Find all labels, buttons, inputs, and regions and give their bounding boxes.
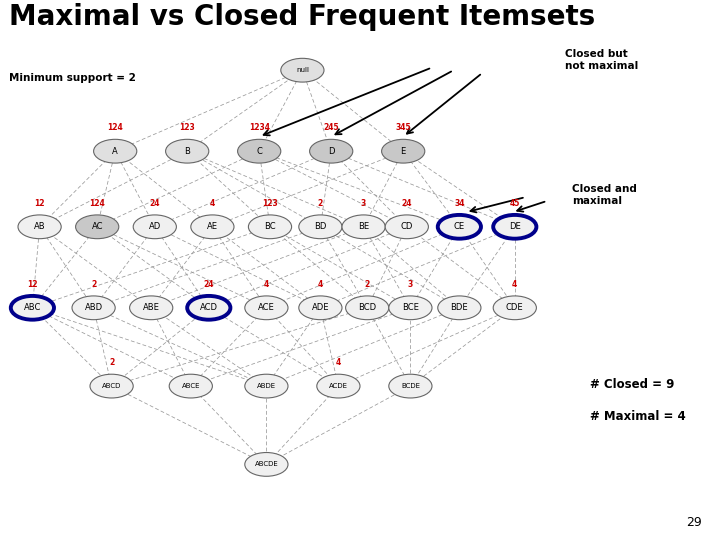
Ellipse shape (248, 215, 292, 239)
Text: 24: 24 (204, 280, 214, 289)
Text: 24: 24 (150, 199, 160, 208)
Text: 12: 12 (35, 199, 45, 208)
Text: 34: 34 (454, 199, 464, 208)
Ellipse shape (187, 296, 230, 320)
Text: CE: CE (454, 222, 465, 231)
Ellipse shape (245, 374, 288, 398)
Ellipse shape (389, 296, 432, 320)
Text: ABC: ABC (24, 303, 41, 312)
Ellipse shape (130, 296, 173, 320)
Ellipse shape (245, 453, 288, 476)
Text: Maximal vs Closed Frequent Itemsets: Maximal vs Closed Frequent Itemsets (9, 3, 595, 31)
Ellipse shape (493, 296, 536, 320)
Text: 2: 2 (364, 280, 370, 289)
Ellipse shape (299, 215, 342, 239)
Text: 2: 2 (109, 358, 114, 367)
Ellipse shape (169, 374, 212, 398)
Ellipse shape (166, 139, 209, 163)
Ellipse shape (191, 215, 234, 239)
Text: ABE: ABE (143, 303, 160, 312)
Text: ABCDE: ABCDE (255, 461, 278, 468)
Text: 3: 3 (361, 199, 366, 208)
Text: ACD: ACD (199, 303, 217, 312)
Text: 4: 4 (318, 280, 323, 289)
Text: ABD: ABD (84, 303, 103, 312)
Text: 345: 345 (395, 123, 411, 132)
Text: BDE: BDE (451, 303, 468, 312)
Text: 245: 245 (323, 123, 339, 132)
Text: E: E (400, 147, 406, 156)
Text: 29: 29 (686, 516, 702, 529)
Text: 2: 2 (318, 199, 323, 208)
Ellipse shape (94, 139, 137, 163)
Ellipse shape (389, 374, 432, 398)
Text: A: A (112, 147, 118, 156)
Text: D: D (328, 147, 335, 156)
Text: 2: 2 (91, 280, 96, 289)
Text: 24: 24 (402, 199, 412, 208)
Text: ACE: ACE (258, 303, 275, 312)
Text: AB: AB (34, 222, 45, 231)
Text: CDE: CDE (506, 303, 523, 312)
Text: ABDE: ABDE (257, 383, 276, 389)
Text: 4: 4 (210, 199, 215, 208)
Ellipse shape (11, 296, 54, 320)
Ellipse shape (438, 215, 481, 239)
Text: 45: 45 (510, 199, 520, 208)
Text: C: C (256, 147, 262, 156)
Text: BE: BE (358, 222, 369, 231)
Ellipse shape (493, 215, 536, 239)
Ellipse shape (385, 215, 428, 239)
Text: ABCD: ABCD (102, 383, 121, 389)
Ellipse shape (438, 296, 481, 320)
Ellipse shape (90, 374, 133, 398)
Text: 1234: 1234 (248, 123, 270, 132)
Text: Closed and
maximal: Closed and maximal (572, 184, 637, 206)
Text: AC: AC (91, 222, 103, 231)
Text: null: null (296, 67, 309, 73)
Ellipse shape (317, 374, 360, 398)
Text: # Closed = 9: # Closed = 9 (590, 378, 675, 391)
Text: BCE: BCE (402, 303, 419, 312)
Text: AD: AD (148, 222, 161, 231)
Ellipse shape (238, 139, 281, 163)
Text: BD: BD (314, 222, 327, 231)
Text: 12: 12 (27, 280, 37, 289)
Ellipse shape (133, 215, 176, 239)
Text: 4: 4 (264, 280, 269, 289)
Text: BC: BC (264, 222, 276, 231)
Text: 123: 123 (179, 123, 195, 132)
Ellipse shape (310, 139, 353, 163)
Ellipse shape (299, 296, 342, 320)
Ellipse shape (18, 215, 61, 239)
Ellipse shape (346, 296, 389, 320)
Ellipse shape (342, 215, 385, 239)
Text: DE: DE (509, 222, 521, 231)
Text: 4: 4 (336, 358, 341, 367)
Text: AE: AE (207, 222, 218, 231)
Text: 4: 4 (512, 280, 518, 289)
Text: 124: 124 (107, 123, 123, 132)
Text: ACDE: ACDE (329, 383, 348, 389)
Text: 3: 3 (408, 280, 413, 289)
Text: ADE: ADE (312, 303, 329, 312)
Text: BCD: BCD (358, 303, 377, 312)
Text: BCDE: BCDE (401, 383, 420, 389)
Text: CD: CD (400, 222, 413, 231)
Text: Minimum support = 2: Minimum support = 2 (9, 73, 135, 83)
Text: ABCE: ABCE (181, 383, 200, 389)
Text: Closed but
not maximal: Closed but not maximal (565, 49, 639, 71)
Ellipse shape (76, 215, 119, 239)
Text: 124: 124 (89, 199, 105, 208)
Ellipse shape (72, 296, 115, 320)
Text: B: B (184, 147, 190, 156)
Ellipse shape (382, 139, 425, 163)
Text: 123: 123 (262, 199, 278, 208)
Ellipse shape (281, 58, 324, 82)
Text: # Maximal = 4: # Maximal = 4 (590, 410, 686, 423)
Ellipse shape (245, 296, 288, 320)
